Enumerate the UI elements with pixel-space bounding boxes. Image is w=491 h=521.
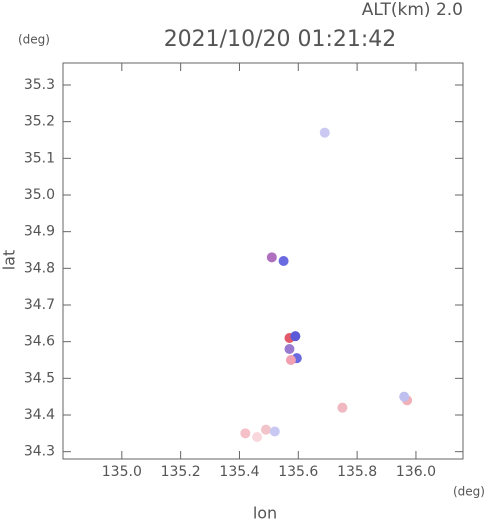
y-tick-label: 34.4 xyxy=(24,407,55,423)
echo-point xyxy=(284,344,295,354)
plot-frame xyxy=(62,62,464,460)
x-label: lon xyxy=(253,504,277,521)
echo-point xyxy=(260,424,271,435)
echo-point xyxy=(285,355,296,365)
y-label: lat xyxy=(0,250,19,271)
echo-point xyxy=(266,252,277,263)
y-tick-label: 34.6 xyxy=(24,334,55,350)
echo-point xyxy=(399,391,410,402)
x-tick-label: 136.0 xyxy=(396,464,436,480)
echo-point xyxy=(252,432,263,442)
subtitle: ALT(km) 2.0 xyxy=(362,0,463,20)
x-tick-label: 135.2 xyxy=(161,464,201,480)
x-tick-label: 135.8 xyxy=(337,464,377,480)
y-tick-label: 35.0 xyxy=(24,187,55,203)
y-tick-label: 35.1 xyxy=(24,150,55,166)
x-tick-label: 135.4 xyxy=(219,464,259,480)
y-tick-label: 35.3 xyxy=(24,77,55,93)
y-tick-label: 34.5 xyxy=(24,370,55,386)
echo-point xyxy=(278,256,289,266)
y-tick-label: 34.9 xyxy=(24,224,55,240)
echo-point xyxy=(240,428,251,439)
echo-point xyxy=(290,331,301,342)
y-unit: (deg) xyxy=(18,33,50,47)
echo-point xyxy=(269,426,280,437)
y-tick-label: 34.7 xyxy=(24,297,55,313)
echo-point xyxy=(319,127,330,138)
chart-title: 2021/10/20 01:21:42 xyxy=(164,27,397,52)
x-unit: (deg) xyxy=(453,485,485,499)
y-tick-label: 34.3 xyxy=(24,444,55,460)
y-tick-label: 35.2 xyxy=(24,114,55,130)
x-tick-label: 135.6 xyxy=(278,464,318,480)
x-tick-label: 135.0 xyxy=(102,464,142,480)
y-tick-label: 34.8 xyxy=(24,260,55,276)
echo-point xyxy=(337,402,348,413)
